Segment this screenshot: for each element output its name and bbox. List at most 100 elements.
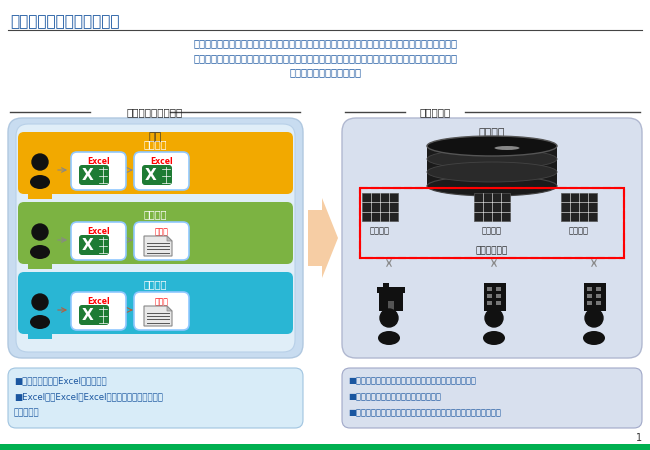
FancyBboxPatch shape xyxy=(71,152,126,190)
Circle shape xyxy=(32,154,48,170)
Text: ■データはシステム上で一元管理し、共有、利活用する: ■データはシステム上で一元管理し、共有、利活用する xyxy=(348,376,476,385)
Polygon shape xyxy=(167,236,172,241)
Bar xyxy=(28,189,52,199)
Text: 販売管理: 販売管理 xyxy=(144,209,167,219)
Bar xyxy=(596,294,601,298)
Text: Excel: Excel xyxy=(87,227,110,236)
FancyBboxPatch shape xyxy=(18,272,293,334)
Bar xyxy=(28,329,52,339)
Polygon shape xyxy=(167,306,172,311)
FancyBboxPatch shape xyxy=(79,305,109,325)
Bar xyxy=(583,345,605,353)
Bar xyxy=(496,294,501,298)
FancyBboxPatch shape xyxy=(134,292,189,330)
Circle shape xyxy=(380,309,398,327)
Bar xyxy=(474,193,510,221)
Text: ■各業務共通で必要とされる機能を追加: ■各業務共通で必要とされる機能を追加 xyxy=(348,392,441,401)
Text: エクセルと紙をデジタル化: エクセルと紙をデジタル化 xyxy=(10,14,120,29)
Bar xyxy=(378,345,400,353)
Bar xyxy=(484,283,506,311)
Text: システム: システム xyxy=(479,128,505,138)
FancyBboxPatch shape xyxy=(342,368,642,428)
Text: 様々な状況に対応するため運用を変更などをしっかりと行い、運用フローは適切に構築していた。
しかし、デジタル化をタイムリーに行うリソースがなく、エクセルや手書きを: 様々な状況に対応するため運用を変更などをしっかりと行い、運用フローは適切に構築し… xyxy=(193,38,457,77)
Circle shape xyxy=(485,309,503,327)
Bar xyxy=(362,193,398,221)
Text: データ元管理: データ元管理 xyxy=(476,246,508,255)
Text: Excel: Excel xyxy=(150,157,173,166)
Text: ■ExcelからExcel、Excelから手書きといったワー: ■ExcelからExcel、Excelから手書きといったワー xyxy=(14,392,163,401)
Bar xyxy=(360,188,624,258)
Text: X: X xyxy=(82,167,94,183)
Text: 手書き: 手書き xyxy=(155,297,168,306)
FancyBboxPatch shape xyxy=(18,202,293,264)
Ellipse shape xyxy=(30,245,50,259)
Text: デジタル化: デジタル化 xyxy=(419,107,450,117)
Bar xyxy=(487,287,492,291)
Circle shape xyxy=(32,224,48,240)
Text: 仕入台帳: 仕入台帳 xyxy=(482,226,502,235)
Text: ■社内ネットワークのどこからでもシステムへアクセス可能にする: ■社内ネットワークのどこからでもシステムへアクセス可能にする xyxy=(348,408,501,417)
Bar xyxy=(427,146,557,186)
Text: 製造管理: 製造管理 xyxy=(569,226,589,235)
Text: X: X xyxy=(82,238,94,252)
Ellipse shape xyxy=(483,331,505,345)
Ellipse shape xyxy=(583,331,605,345)
Bar xyxy=(28,259,52,269)
Text: 紙とエクセルの現状: 紙とエクセルの現状 xyxy=(127,107,183,117)
Bar xyxy=(496,287,501,291)
Bar xyxy=(596,287,601,291)
Text: Excel: Excel xyxy=(87,297,110,306)
FancyBboxPatch shape xyxy=(79,235,109,255)
Bar xyxy=(360,188,624,258)
Bar xyxy=(388,301,394,311)
Bar xyxy=(587,294,592,298)
Bar xyxy=(561,193,597,221)
FancyBboxPatch shape xyxy=(8,368,303,428)
Polygon shape xyxy=(144,236,172,256)
FancyBboxPatch shape xyxy=(16,124,295,352)
FancyBboxPatch shape xyxy=(8,118,303,358)
FancyBboxPatch shape xyxy=(134,222,189,260)
FancyBboxPatch shape xyxy=(134,152,189,190)
Ellipse shape xyxy=(495,146,519,150)
Text: 工場: 工場 xyxy=(149,132,162,142)
Ellipse shape xyxy=(427,149,557,169)
Bar xyxy=(587,301,592,305)
Text: Excel: Excel xyxy=(87,157,110,166)
Bar xyxy=(587,287,592,291)
Text: 仕入管理: 仕入管理 xyxy=(144,279,167,289)
Ellipse shape xyxy=(378,331,400,345)
FancyBboxPatch shape xyxy=(71,222,126,260)
Text: 手書き: 手書き xyxy=(155,227,168,236)
Text: 製造管理: 製造管理 xyxy=(144,139,167,149)
FancyBboxPatch shape xyxy=(18,132,293,194)
FancyBboxPatch shape xyxy=(79,165,109,185)
Text: クフロー: クフロー xyxy=(14,408,40,417)
Text: 販売台帳: 販売台帳 xyxy=(370,226,390,235)
Bar xyxy=(0,444,650,450)
Bar xyxy=(596,301,601,305)
Polygon shape xyxy=(144,306,172,326)
Polygon shape xyxy=(308,198,338,278)
Ellipse shape xyxy=(30,315,50,329)
FancyBboxPatch shape xyxy=(71,292,126,330)
Bar xyxy=(383,283,389,293)
Bar xyxy=(487,301,492,305)
Circle shape xyxy=(32,294,48,310)
Ellipse shape xyxy=(427,176,557,196)
Ellipse shape xyxy=(427,162,557,182)
Bar xyxy=(483,345,505,353)
Bar xyxy=(379,291,403,311)
FancyBboxPatch shape xyxy=(342,118,642,358)
Ellipse shape xyxy=(30,175,50,189)
Ellipse shape xyxy=(427,136,557,156)
Bar xyxy=(584,283,606,311)
Text: X: X xyxy=(145,167,157,183)
Text: ■業務毎に異なるExcelデータ管理: ■業務毎に異なるExcelデータ管理 xyxy=(14,376,107,385)
Bar xyxy=(377,287,405,293)
Circle shape xyxy=(585,309,603,327)
FancyBboxPatch shape xyxy=(142,165,172,185)
Text: 1: 1 xyxy=(636,433,642,443)
Text: X: X xyxy=(82,307,94,323)
Bar xyxy=(496,301,501,305)
